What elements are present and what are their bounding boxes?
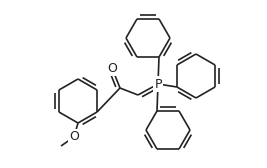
Text: O: O — [107, 61, 117, 74]
Text: P: P — [154, 77, 162, 91]
Text: O: O — [69, 131, 79, 143]
